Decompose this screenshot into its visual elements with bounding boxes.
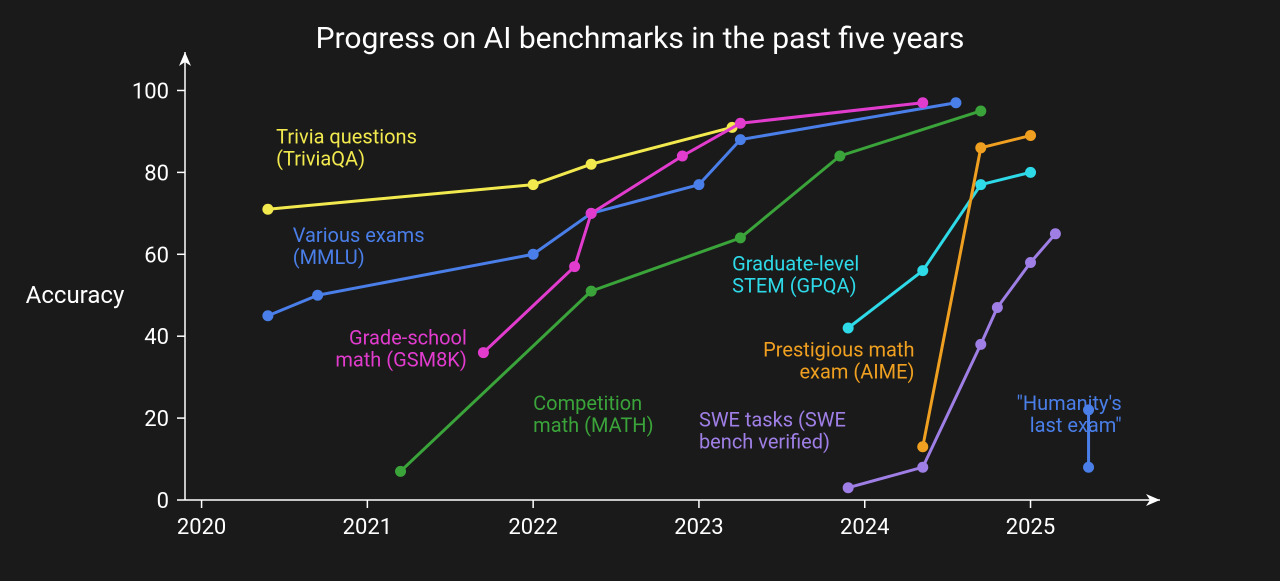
y-tick-label: 40 [144,325,169,350]
series-marker [395,466,406,477]
chart-title: Progress on AI benchmarks in the past fi… [316,21,965,56]
series-marker [677,151,688,162]
series-marker [586,208,597,219]
x-tick-label: 2022 [508,515,557,540]
series-marker [917,265,928,276]
series-marker [975,142,986,153]
series-marker [586,159,597,170]
series-marker [1025,167,1036,178]
chart-background [0,0,1280,581]
series-marker [528,179,539,190]
series-marker [917,97,928,108]
x-tick-label: 2024 [840,515,889,540]
series-marker [312,290,323,301]
x-tick-label: 2021 [343,515,392,540]
series-marker [262,204,273,215]
series-marker [975,179,986,190]
series-marker [950,97,961,108]
benchmark-chart: Progress on AI benchmarks in the past fi… [0,0,1280,581]
y-tick-label: 60 [144,243,169,268]
series-marker [262,310,273,321]
series-label-math: Competitionmath (MATH) [533,391,653,437]
series-marker [975,339,986,350]
series-label-gpqa: Graduate-levelSTEM (GPQA) [732,252,859,298]
series-marker [569,261,580,272]
series-marker [1025,257,1036,268]
series-marker [917,462,928,473]
series-marker [834,151,845,162]
series-marker [735,232,746,243]
series-marker [1050,228,1061,239]
x-tick-label: 2025 [1006,515,1055,540]
y-tick-label: 20 [144,407,169,432]
series-marker [992,302,1003,313]
series-marker [843,323,854,334]
y-axis-label: Accuracy [26,281,125,309]
series-marker [843,482,854,493]
x-tick-label: 2020 [177,515,226,540]
series-marker [975,105,986,116]
y-tick-label: 100 [132,79,169,104]
series-label-swe: SWE tasks (SWEbench verified) [699,407,846,453]
y-tick-label: 80 [144,161,169,186]
series-marker [478,347,489,358]
y-tick-label: 0 [157,489,169,514]
series-marker [1083,462,1094,473]
series-marker [735,118,746,129]
series-marker [735,134,746,145]
x-tick-label: 2023 [674,515,723,540]
series-marker [693,179,704,190]
series-marker [917,441,928,452]
series-marker [586,286,597,297]
series-marker [1025,130,1036,141]
series-label-gsm8k: Grade-schoolmath (GSM8K) [335,325,467,371]
series-label-hle: "Humanity'slast exam" [1016,391,1121,437]
series-marker [528,249,539,260]
